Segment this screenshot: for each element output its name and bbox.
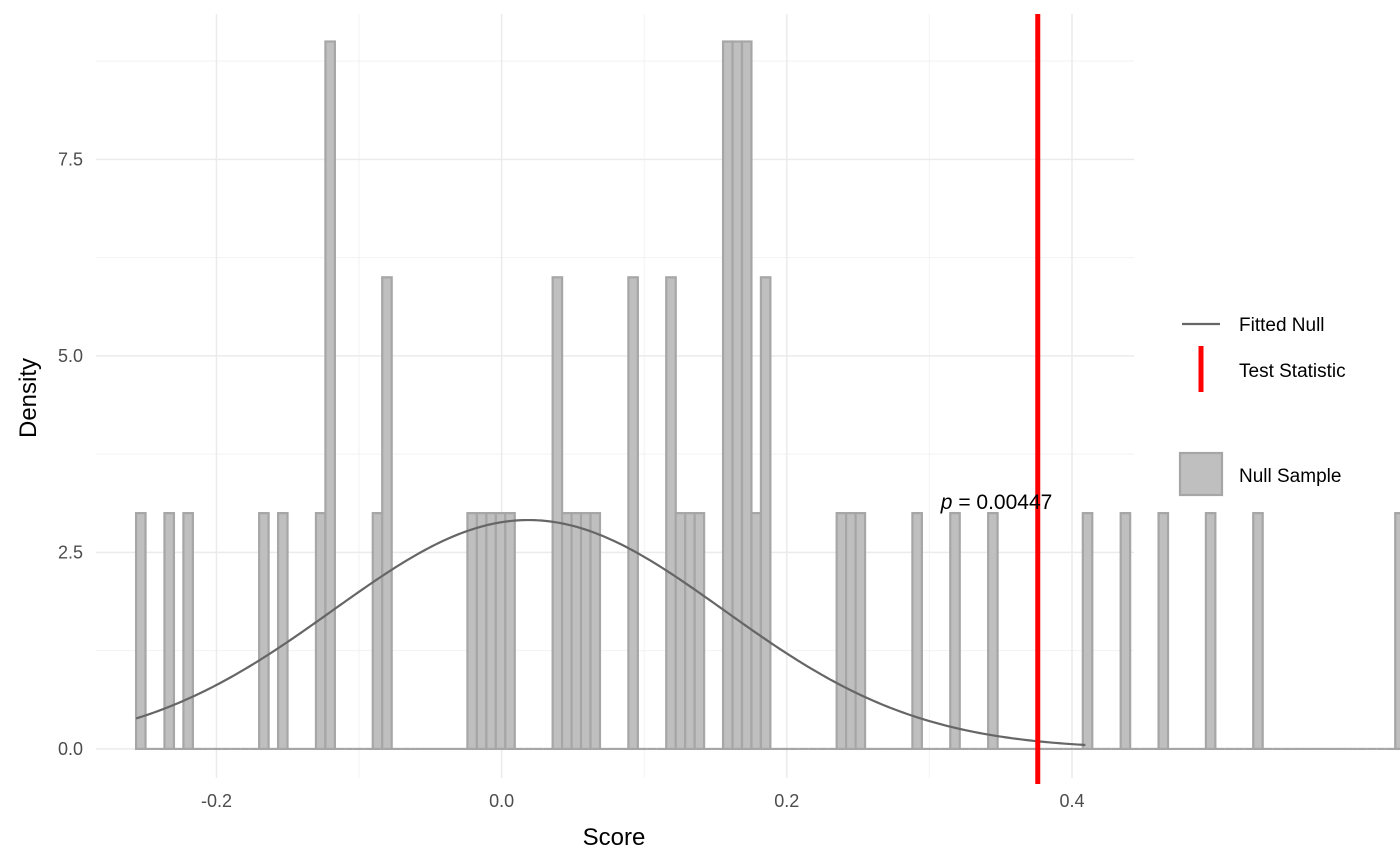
histogram-bar	[835, 512, 848, 751]
histogram-bar	[561, 512, 573, 751]
histogram-bar	[163, 512, 176, 751]
histogram-bar	[504, 512, 516, 751]
legend-label-test-statistic: Test Statistic	[1239, 361, 1346, 382]
histogram-bar	[589, 512, 602, 751]
p-value-symbol: p	[940, 491, 953, 514]
histogram-bar	[740, 40, 753, 751]
legend-key-null-sample	[1178, 451, 1224, 497]
histogram-bar	[579, 512, 592, 751]
x-tick-label: -0.2	[201, 791, 232, 811]
histogram-bar	[1157, 512, 1170, 751]
histogram-bar	[466, 512, 478, 751]
x-axis-title: Score	[583, 824, 646, 851]
histogram-bar	[475, 512, 488, 751]
histogram-bar	[1081, 512, 1094, 751]
p-value-annotation: p = 0.00447	[940, 491, 1053, 514]
histogram-bar	[551, 276, 564, 751]
x-tick-label: 0.2	[774, 791, 799, 811]
histogram-bar	[854, 512, 867, 751]
y-tick-label: 2.5	[58, 542, 83, 562]
histogram-bar	[627, 276, 639, 751]
y-axis-title: Density	[15, 358, 42, 438]
histogram-bar	[1119, 512, 1132, 751]
fitted-null-curve	[135, 518, 1086, 747]
histogram-bar	[381, 276, 393, 751]
legend-label-null-sample: Null Sample	[1239, 466, 1341, 487]
histogram-bar	[258, 512, 270, 751]
y-tick-label: 5.0	[58, 346, 83, 366]
major-gridlines	[96, 14, 1134, 778]
histogram-bar	[987, 512, 999, 751]
x-axis-tick-labels: -0.2 0.0 0.2 0.4	[201, 791, 1085, 811]
histogram-bar	[684, 512, 696, 751]
histogram-bar	[731, 40, 744, 751]
histogram-bar	[1252, 512, 1264, 751]
x-tick-label: 0.0	[489, 791, 514, 811]
legend-label-fitted-null: Fitted Null	[1239, 315, 1325, 336]
p-value-text: = 0.00447	[952, 491, 1052, 514]
y-axis-tick-labels: 0.0 2.5 5.0 7.5	[58, 149, 83, 759]
histogram-bar	[314, 512, 327, 751]
histogram-bar	[134, 512, 147, 751]
histogram-bar	[665, 276, 677, 751]
legend: Fitted Null Test Statistic Null Sample	[1178, 315, 1346, 497]
histogram-bar	[570, 512, 583, 751]
histogram-bar	[276, 512, 289, 751]
histogram-bar	[911, 512, 923, 751]
histogram-bar	[182, 512, 194, 751]
histogram-bar	[324, 40, 336, 751]
y-tick-label: 7.5	[58, 149, 83, 169]
minor-gridlines	[96, 14, 1134, 778]
histogram-bar	[721, 40, 734, 751]
histogram-bar	[371, 512, 384, 751]
histogram-bar	[693, 512, 706, 751]
histogram-bar	[485, 512, 497, 751]
x-tick-label: 0.4	[1059, 791, 1084, 811]
histogram-bar	[949, 512, 961, 751]
histogram-bar	[674, 512, 687, 751]
histogram-bars	[134, 40, 1400, 751]
histogram-bar	[1204, 512, 1217, 751]
histogram-bar	[845, 512, 857, 751]
histogram-bar	[759, 276, 772, 751]
histogram-bar	[1394, 512, 1400, 751]
y-tick-label: 0.0	[58, 739, 83, 759]
histogram-bar	[494, 512, 507, 751]
